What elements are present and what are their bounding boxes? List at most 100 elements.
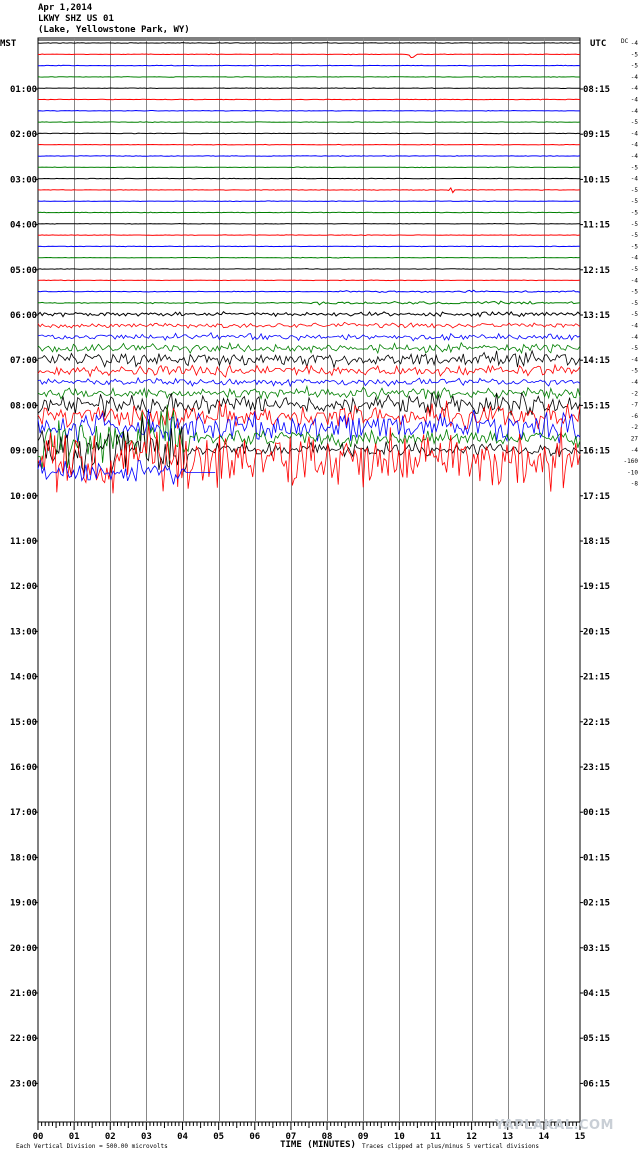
utc-hour-label: 20:15: [583, 627, 610, 637]
dc-offset-label: -2: [631, 390, 639, 397]
mst-hour-label: 14:00: [10, 673, 37, 683]
seismic-trace: [37, 132, 581, 135]
seismic-trace: [37, 425, 581, 494]
utc-hour-label: 19:15: [583, 582, 610, 592]
mst-hour-label: 07:00: [10, 356, 37, 366]
dc-offset-label: -4: [631, 108, 639, 115]
mst-hour-label: 09:00: [10, 447, 37, 457]
header-date: Apr 1,2014: [38, 3, 93, 13]
watermark: YAPLAKAL.COM: [495, 1118, 614, 1133]
seismic-trace: [37, 310, 581, 318]
dc-offset-label: -5: [631, 187, 639, 194]
x-tick-label: 06: [249, 1132, 260, 1142]
dc-offset-label: -4: [631, 356, 639, 363]
header-location: (Lake, Yellowstone Park, WY): [38, 25, 190, 35]
dc-offset-label: -6: [631, 413, 639, 420]
seismic-trace: [37, 384, 581, 401]
seismic-trace: [37, 143, 581, 146]
mst-hour-label: 13:00: [10, 627, 37, 637]
seismic-trace: [37, 186, 581, 194]
chart-labels: 00 01 02 03 04 05 06 07 08 09 10 11 12 13 14 15 01:00 02:…: [10, 40, 638, 1142]
mst-hour-label: 10:00: [10, 492, 37, 502]
utc-hour-label: 14:15: [583, 356, 610, 366]
dc-offset-label: -5: [631, 63, 639, 70]
footer-left-note: Each Vertical Division = 500.00 microvol…: [16, 1143, 168, 1150]
seismic-trace: [37, 222, 581, 225]
x-tick-label: 09: [358, 1132, 369, 1142]
seismic-trace: [37, 109, 580, 112]
x-tick-label: 14: [538, 1132, 549, 1142]
mst-hour-label: 19:00: [10, 899, 37, 909]
x-tick-label: 01: [69, 1132, 80, 1142]
utc-hour-label: 09:15: [583, 130, 610, 140]
dc-offset-label: -5: [631, 221, 639, 228]
seismic-trace: [38, 166, 581, 169]
seismic-trace: [38, 177, 581, 180]
mst-hour-label: 21:00: [10, 989, 37, 999]
seismic-traces: [37, 42, 581, 494]
utc-hour-label: 06:15: [583, 1079, 610, 1089]
dc-offset-label: -4: [631, 379, 639, 386]
mst-hour-label: 06:00: [10, 311, 37, 321]
utc-hour-label: 02:15: [583, 899, 610, 909]
utc-hour-label: 21:15: [583, 673, 610, 683]
seismic-trace: [37, 331, 581, 342]
mst-hour-label: 02:00: [10, 130, 37, 140]
seismic-trace: [37, 279, 581, 282]
utc-hour-label: 11:15: [583, 221, 610, 231]
utc-hour-label: 10:15: [583, 175, 610, 185]
seismic-trace: [37, 256, 581, 259]
seismic-trace: [37, 289, 581, 294]
mst-hour-label: 23:00: [10, 1079, 37, 1089]
x-tick-label: 07: [286, 1132, 297, 1142]
dc-offset-label: -5: [631, 232, 639, 239]
x-tick-label: 10: [394, 1132, 405, 1142]
utc-axis-label: UTC: [590, 39, 606, 49]
header-station: LKWY SHZ US 01: [38, 14, 114, 24]
dc-offset-label: -5: [631, 311, 639, 318]
dc-offset-label: -7: [631, 402, 639, 409]
utc-hour-label: 17:15: [583, 492, 610, 502]
utc-hour-label: 18:15: [583, 537, 610, 547]
dc-offset-label: -4: [631, 40, 639, 47]
seismic-trace: [37, 268, 581, 270]
dc-offset-label: -5: [631, 198, 639, 205]
utc-hour-label: 12:15: [583, 266, 610, 276]
mst-hour-label: 20:00: [10, 944, 37, 954]
x-axis-label: TIME (MINUTES): [280, 1140, 356, 1150]
mst-hour-label: 05:00: [10, 266, 37, 276]
utc-hour-label: 16:15: [583, 447, 610, 457]
mst-hour-label: 22:00: [10, 1034, 37, 1044]
mst-hour-label: 08:00: [10, 401, 37, 411]
seismic-trace: [37, 321, 581, 329]
seismic-trace: [37, 400, 581, 430]
dc-offset-label: -5: [631, 164, 639, 171]
dc-offset-label: -4: [631, 255, 639, 262]
x-tick-label: 11: [430, 1132, 441, 1142]
x-tick-label: 04: [177, 1132, 188, 1142]
dc-offset-label: -5: [631, 300, 639, 307]
seismic-trace: [37, 121, 581, 124]
dc-offset-label: -5: [631, 51, 639, 58]
dc-offset-label: -8: [631, 481, 639, 488]
dc-offset-label: -4: [631, 277, 639, 284]
seismic-trace: [37, 363, 581, 378]
mst-axis-label: MST: [0, 39, 17, 49]
mst-hour-label: 04:00: [10, 221, 37, 231]
x-tick-label: 03: [141, 1132, 152, 1142]
seismic-trace: [37, 341, 581, 355]
dc-offset-label: -5: [631, 266, 639, 273]
dc-offset-label: -4: [631, 85, 639, 92]
seismic-trace: [37, 409, 581, 444]
dc-offset-label: -4: [631, 142, 639, 149]
utc-hour-label: 08:15: [583, 85, 610, 95]
seismic-trace: [37, 211, 581, 214]
seismic-trace: [37, 200, 580, 203]
dc-offset-label: 27: [631, 436, 639, 443]
seismic-trace: [37, 416, 581, 476]
chart-grid: [35, 37, 583, 1130]
utc-hour-label: 00:15: [583, 808, 610, 818]
seismic-trace: [37, 376, 581, 388]
mst-hour-label: 15:00: [10, 718, 37, 728]
